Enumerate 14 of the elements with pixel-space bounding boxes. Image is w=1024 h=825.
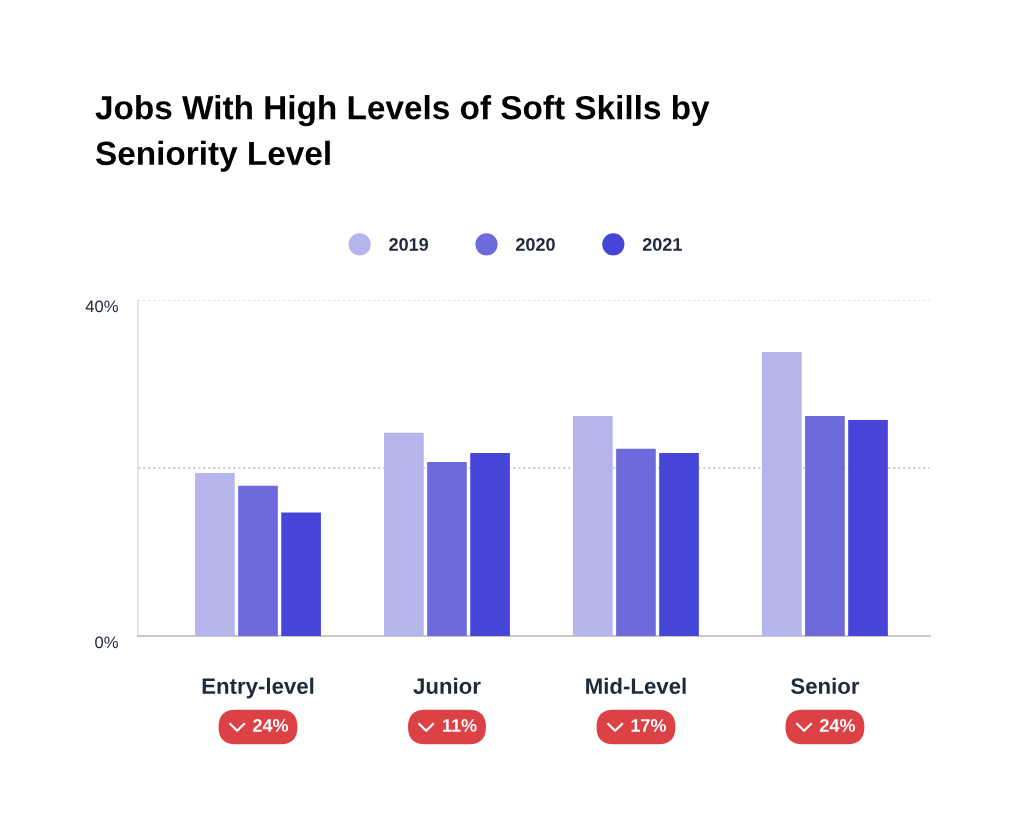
text: 11% (443, 719, 477, 732)
chart-title: Jobs With High Levels of Soft Skills by Seniority Level (95, 95, 710, 172)
x-tick-label: Mid-Level (586, 677, 686, 694)
text: 17% (631, 719, 667, 732)
legend-label: 2019 (389, 238, 429, 251)
text: 24% (820, 719, 856, 732)
legend-label: 2020 (516, 238, 555, 251)
y-tick-label: 0% (95, 636, 118, 649)
x-tick-label: Entry-level (202, 677, 314, 699)
x-tick-label: Junior (413, 677, 481, 694)
text: 24% (253, 719, 289, 732)
legend-label: 2021 (642, 238, 682, 251)
y-tick-label: 40% (85, 300, 118, 313)
x-tick-label: Senior (790, 677, 860, 694)
